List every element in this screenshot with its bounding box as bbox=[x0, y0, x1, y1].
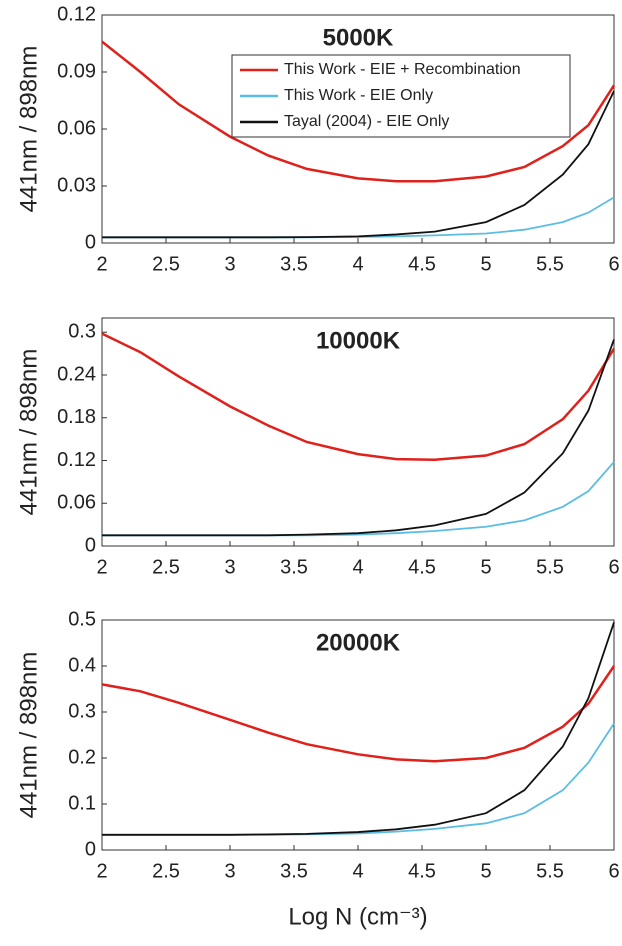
x-tick-label: 3 bbox=[224, 556, 235, 578]
series-line bbox=[102, 339, 615, 537]
y-tick-label: 0 bbox=[85, 838, 96, 860]
x-tick-label: 4.5 bbox=[408, 253, 436, 275]
series-line bbox=[102, 196, 615, 239]
series-line bbox=[101, 332, 616, 462]
y-tick-label: 0.24 bbox=[57, 363, 96, 385]
y-axis-label: 441nm / 898nm bbox=[15, 46, 42, 213]
x-tick-label: 5 bbox=[480, 860, 491, 882]
series-line bbox=[102, 461, 615, 537]
y-tick-label: 0.09 bbox=[57, 60, 96, 82]
panel-title: 5000K bbox=[323, 24, 394, 51]
x-tick-label: 6 bbox=[608, 253, 619, 275]
x-tick-label: 5 bbox=[480, 253, 491, 275]
series-line bbox=[102, 622, 615, 836]
y-tick-label: 0.18 bbox=[57, 406, 96, 428]
x-tick-label: 2 bbox=[96, 556, 107, 578]
x-tick-label: 3 bbox=[224, 860, 235, 882]
y-tick-label: 0.06 bbox=[57, 492, 96, 514]
x-tick-label: 6 bbox=[608, 556, 619, 578]
y-axis-label: 441nm / 898nm bbox=[15, 349, 42, 516]
x-tick-label: 5.5 bbox=[536, 860, 564, 882]
x-tick-label: 4 bbox=[352, 253, 363, 275]
x-tick-label: 3.5 bbox=[280, 860, 308, 882]
x-tick-label: 3.5 bbox=[280, 253, 308, 275]
legend-box bbox=[231, 54, 571, 138]
y-tick-label: 0.5 bbox=[68, 608, 96, 630]
x-tick-label: 4.5 bbox=[408, 556, 436, 578]
x-tick-label: 2.5 bbox=[152, 253, 180, 275]
x-tick-label: 2.5 bbox=[152, 860, 180, 882]
y-tick-label: 0.03 bbox=[57, 174, 96, 196]
x-tick-label: 5.5 bbox=[536, 556, 564, 578]
x-tick-label: 2 bbox=[96, 860, 107, 882]
y-tick-label: 0.06 bbox=[57, 117, 96, 139]
y-tick-label: 0.3 bbox=[68, 321, 96, 343]
y-tick-label: 0.3 bbox=[68, 700, 96, 722]
series-line bbox=[102, 90, 615, 239]
y-tick-label: 0 bbox=[85, 231, 96, 253]
x-tick-label: 3.5 bbox=[280, 556, 308, 578]
x-tick-label: 4 bbox=[352, 860, 363, 882]
y-tick-label: 0.1 bbox=[68, 792, 96, 814]
panel-title: 10000K bbox=[316, 327, 401, 354]
x-tick-label: 5.5 bbox=[536, 253, 564, 275]
x-tick-label: 6 bbox=[608, 860, 619, 882]
y-axis-label: 441nm / 898nm bbox=[15, 652, 42, 819]
legend-label: This Work - EIE + Recombination bbox=[284, 61, 521, 78]
x-tick-label: 2.5 bbox=[152, 556, 180, 578]
y-tick-label: 0.12 bbox=[57, 3, 96, 25]
legend-label: Tayal (2004) - EIE Only bbox=[284, 113, 449, 130]
y-tick-label: 0 bbox=[85, 534, 96, 556]
x-tick-label: 5 bbox=[480, 556, 491, 578]
x-tick-label: 2 bbox=[96, 253, 107, 275]
y-tick-label: 0.2 bbox=[68, 746, 96, 768]
x-tick-label: 4.5 bbox=[408, 860, 436, 882]
series-line bbox=[101, 665, 616, 763]
x-tick-label: 4 bbox=[352, 556, 363, 578]
x-axis-label: Log N (cm⁻³) bbox=[288, 903, 427, 930]
series-line bbox=[101, 40, 616, 183]
x-tick-label: 3 bbox=[224, 253, 235, 275]
y-tick-label: 0.12 bbox=[57, 449, 96, 471]
y-tick-label: 0.4 bbox=[68, 654, 96, 676]
panel-title: 20000K bbox=[316, 629, 401, 656]
legend-label: This Work - EIE Only bbox=[284, 87, 433, 104]
